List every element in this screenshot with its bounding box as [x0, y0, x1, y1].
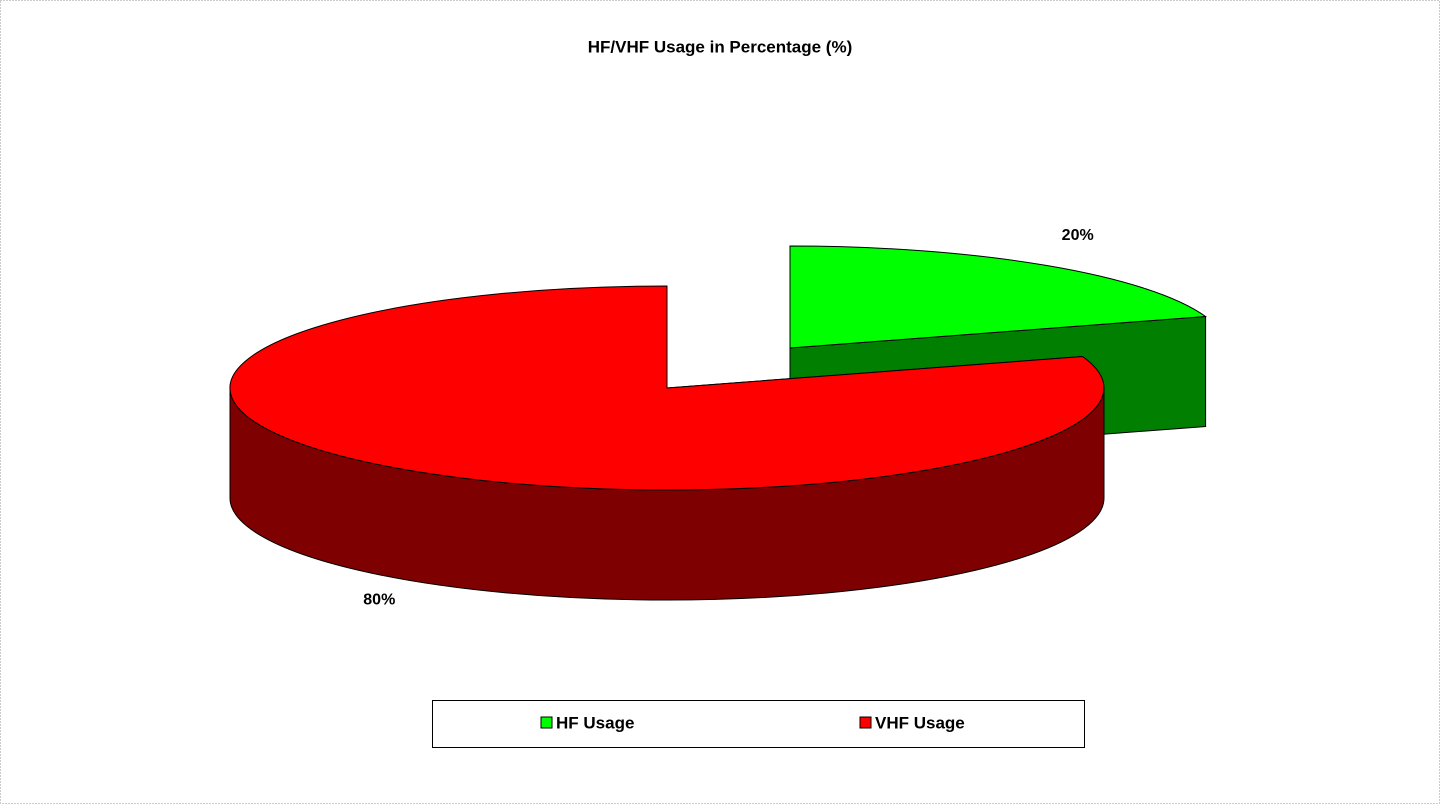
slice — [789, 245, 1208, 349]
slice — [229, 285, 1105, 491]
legend-box — [432, 700, 1085, 748]
legend-label: HF Usage — [556, 713, 634, 732]
data-label: 20% — [1062, 227, 1094, 244]
legend-label: VHF Usage — [875, 713, 965, 732]
legend-swatch — [859, 716, 872, 729]
data-label: 80% — [363, 592, 395, 609]
chart-title: HF/VHF Usage in Percentage (%) — [588, 37, 853, 56]
legend-swatch — [540, 716, 553, 729]
